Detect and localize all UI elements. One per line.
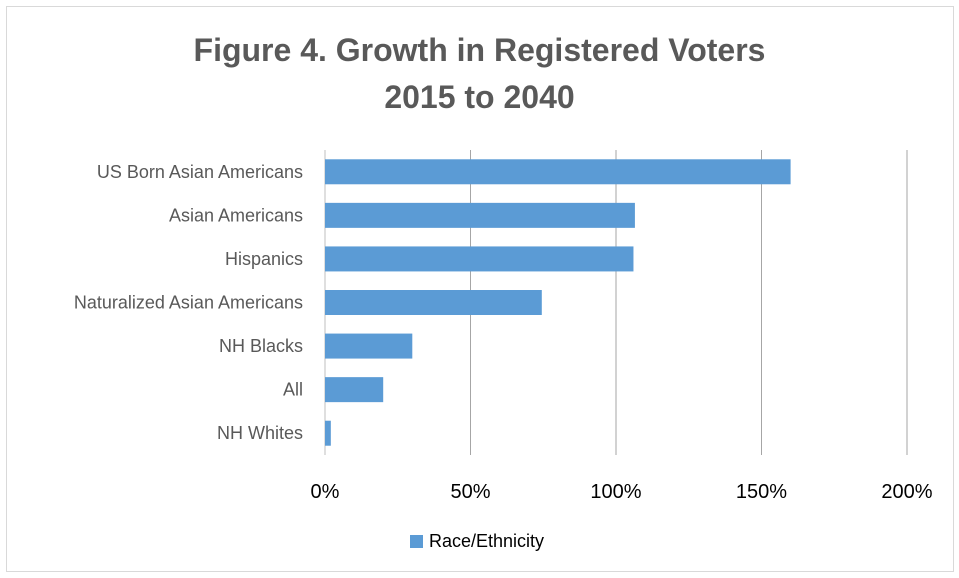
chart-title-line1: Figure 4. Growth in Registered Voters	[193, 32, 766, 68]
x-tick-label: 50%	[450, 481, 490, 503]
bar	[325, 246, 634, 272]
x-tick-label: 200%	[881, 481, 932, 503]
bar	[325, 333, 413, 359]
bar	[325, 159, 791, 185]
chart-title-line2: 2015 to 2040	[384, 79, 575, 115]
category-label: Asian Americans	[169, 205, 303, 225]
bar	[325, 377, 384, 403]
category-label: NH Blacks	[219, 336, 303, 356]
bars	[325, 159, 791, 446]
category-labels: US Born Asian Americans Asian Americans Hi…	[74, 162, 303, 443]
category-label: Hispanics	[225, 249, 303, 269]
x-tick-label: 150%	[736, 481, 787, 503]
x-tick-label: 0%	[311, 481, 340, 503]
category-label: NH Whites	[217, 423, 303, 443]
legend-swatch	[410, 535, 423, 548]
legend: Race/Ethnicity	[410, 531, 544, 552]
category-label: US Born Asian Americans	[97, 162, 303, 182]
chart-frame	[6, 6, 954, 572]
bar	[325, 290, 542, 315]
legend-label: Race/Ethnicity	[429, 531, 545, 551]
tick-labels: 0% 50% 100% 150% 200%	[311, 481, 933, 503]
x-tick-label: 100%	[590, 481, 641, 503]
category-label: Naturalized Asian Americans	[74, 293, 303, 313]
bar	[325, 420, 331, 446]
bar	[325, 202, 635, 228]
category-label: All	[283, 380, 303, 400]
